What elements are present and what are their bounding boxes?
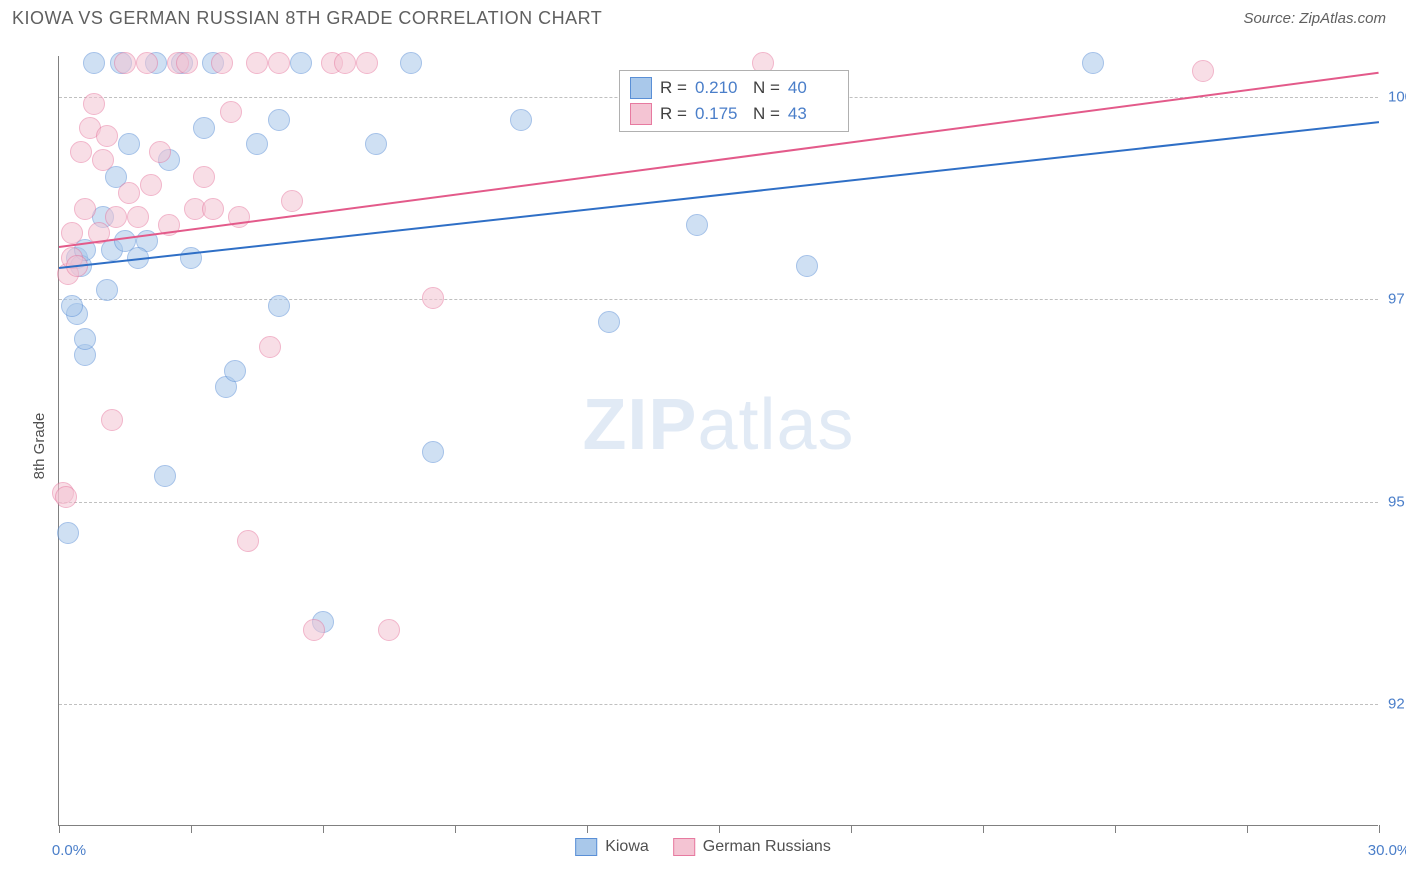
- data-point: [149, 141, 171, 163]
- legend-swatch: [673, 838, 695, 856]
- x-tick: [983, 825, 984, 833]
- data-point: [96, 279, 118, 301]
- data-point: [101, 409, 123, 431]
- data-point: [61, 222, 83, 244]
- data-point: [193, 117, 215, 139]
- data-point: [290, 52, 312, 74]
- watermark: ZIPatlas: [582, 384, 854, 466]
- stats-row: R = 0.210 N = 40: [630, 75, 838, 101]
- data-point: [246, 133, 268, 155]
- y-tick-label: 97.5%: [1388, 291, 1406, 308]
- data-point: [237, 530, 259, 552]
- data-point: [83, 52, 105, 74]
- data-point: [105, 206, 127, 228]
- data-point: [796, 255, 818, 277]
- data-point: [268, 295, 290, 317]
- data-point: [176, 52, 198, 74]
- stat-n-label: N =: [753, 104, 780, 124]
- data-point: [61, 295, 83, 317]
- data-point: [83, 93, 105, 115]
- data-point: [180, 247, 202, 269]
- legend-label: Kiowa: [605, 838, 649, 856]
- stats-row: R = 0.175 N = 43: [630, 101, 838, 127]
- y-axis-label: 8th Grade: [31, 413, 48, 480]
- stat-r-value: 0.175: [695, 104, 745, 124]
- data-point: [127, 206, 149, 228]
- x-tick-label: 0.0%: [52, 842, 86, 859]
- y-tick-label: 92.5%: [1388, 696, 1406, 713]
- data-point: [1082, 52, 1104, 74]
- source-attribution: Source: ZipAtlas.com: [1243, 10, 1386, 27]
- data-point: [1192, 60, 1214, 82]
- data-point: [378, 619, 400, 641]
- data-point: [356, 52, 378, 74]
- legend-swatch: [575, 838, 597, 856]
- x-tick: [1247, 825, 1248, 833]
- data-point: [154, 465, 176, 487]
- y-tick-label: 100.0%: [1388, 88, 1406, 105]
- data-point: [281, 190, 303, 212]
- gridline-h: [59, 502, 1378, 503]
- legend-item: German Russians: [673, 838, 831, 856]
- data-point: [259, 336, 281, 358]
- stat-r-label: R =: [660, 104, 687, 124]
- x-tick: [587, 825, 588, 833]
- data-point: [686, 214, 708, 236]
- x-tick: [1379, 825, 1380, 833]
- x-tick-label: 30.0%: [1368, 842, 1406, 859]
- data-point: [202, 198, 224, 220]
- chart-title: KIOWA VS GERMAN RUSSIAN 8TH GRADE CORREL…: [12, 8, 602, 29]
- stat-r-label: R =: [660, 78, 687, 98]
- data-point: [224, 360, 246, 382]
- data-point: [140, 174, 162, 196]
- data-point: [211, 52, 233, 74]
- data-point: [118, 133, 140, 155]
- data-point: [74, 328, 96, 350]
- stat-n-label: N =: [753, 78, 780, 98]
- legend-swatch: [630, 103, 652, 125]
- x-tick: [719, 825, 720, 833]
- data-point: [246, 52, 268, 74]
- data-point: [268, 52, 290, 74]
- y-tick-label: 95.0%: [1388, 493, 1406, 510]
- data-point: [400, 52, 422, 74]
- data-point: [422, 441, 444, 463]
- data-point: [92, 149, 114, 171]
- x-tick: [455, 825, 456, 833]
- x-tick: [59, 825, 60, 833]
- data-point: [422, 287, 444, 309]
- gridline-h: [59, 704, 1378, 705]
- stat-n-value: 43: [788, 104, 838, 124]
- legend-label: German Russians: [703, 838, 831, 856]
- x-tick: [1115, 825, 1116, 833]
- x-tick: [191, 825, 192, 833]
- stats-legend: R = 0.210 N = 40 R = 0.175 N = 43: [619, 70, 849, 132]
- data-point: [510, 109, 532, 131]
- data-point: [136, 52, 158, 74]
- data-point: [55, 486, 77, 508]
- data-point: [365, 133, 387, 155]
- data-point: [268, 109, 290, 131]
- data-point: [74, 198, 96, 220]
- stat-n-value: 40: [788, 78, 838, 98]
- data-point: [118, 182, 140, 204]
- x-tick: [323, 825, 324, 833]
- data-point: [598, 311, 620, 333]
- series-legend: Kiowa German Russians: [575, 838, 831, 856]
- stat-r-value: 0.210: [695, 78, 745, 98]
- data-point: [334, 52, 356, 74]
- plot-region: ZIPatlas 92.5%95.0%97.5%100.0%0.0%30.0%R…: [58, 56, 1378, 826]
- data-point: [70, 141, 92, 163]
- legend-item: Kiowa: [575, 838, 649, 856]
- data-point: [114, 52, 136, 74]
- gridline-h: [59, 299, 1378, 300]
- data-point: [96, 125, 118, 147]
- data-point: [57, 522, 79, 544]
- chart-area: ZIPatlas 92.5%95.0%97.5%100.0%0.0%30.0%R…: [48, 46, 1388, 846]
- data-point: [220, 101, 242, 123]
- legend-swatch: [630, 77, 652, 99]
- data-point: [303, 619, 325, 641]
- x-tick: [851, 825, 852, 833]
- data-point: [193, 166, 215, 188]
